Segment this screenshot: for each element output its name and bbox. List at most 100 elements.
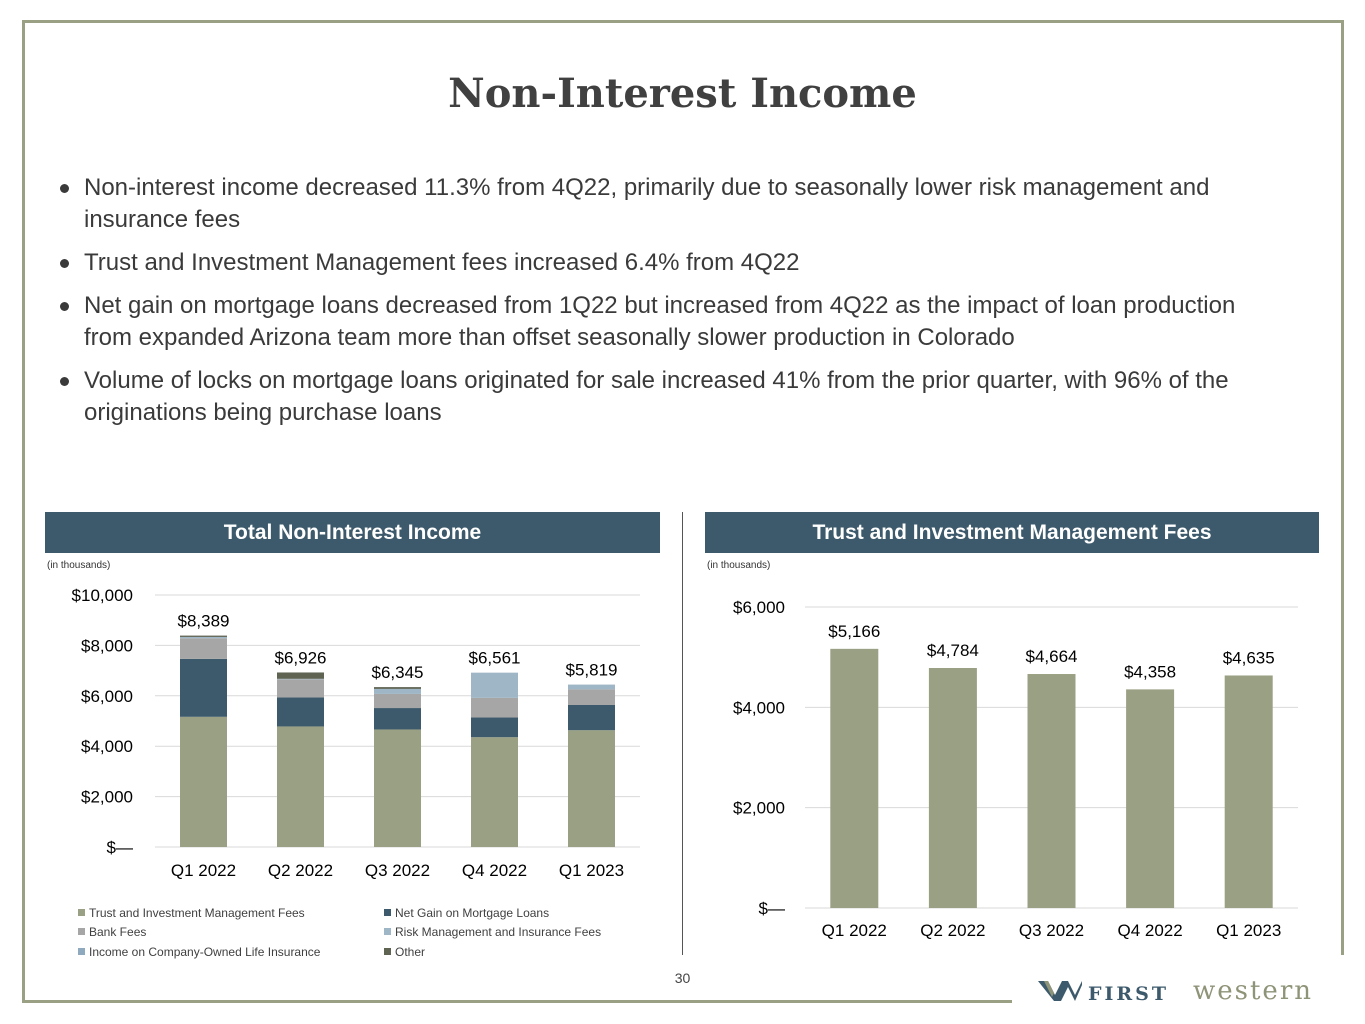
y-tick-label: $2,000 bbox=[81, 788, 133, 807]
bar-segment bbox=[568, 730, 615, 847]
x-tick-label: Q3 2022 bbox=[1019, 921, 1084, 940]
y-tick-label: $6,000 bbox=[81, 687, 133, 706]
y-tick-label: $6,000 bbox=[733, 598, 785, 617]
trust-fees-unit-note: (in thousands) bbox=[707, 560, 771, 571]
frame-top-border bbox=[22, 20, 1344, 23]
bar-segment bbox=[180, 716, 227, 847]
bar-segment bbox=[568, 689, 615, 705]
x-tick-label: Q3 2022 bbox=[365, 861, 430, 880]
x-tick-label: Q1 2022 bbox=[171, 861, 236, 880]
x-tick-label: Q2 2022 bbox=[268, 861, 333, 880]
frame-bottom-border bbox=[22, 1000, 1012, 1003]
bullet-item: Trust and Investment Management fees inc… bbox=[60, 247, 1270, 279]
y-tick-label: $4,000 bbox=[733, 698, 785, 717]
x-tick-label: Q4 2022 bbox=[1117, 921, 1182, 940]
bar-segment bbox=[374, 708, 421, 730]
logo-first-text: FIRST bbox=[1088, 983, 1170, 1005]
bar-segment bbox=[568, 684, 615, 690]
bullet-item: Net gain on mortgage loans decreased fro… bbox=[60, 290, 1270, 354]
bar-segment bbox=[374, 688, 421, 694]
legend-item-risk: Risk Management and Insurance Fees bbox=[384, 925, 601, 939]
y-tick-label: $8,000 bbox=[81, 636, 133, 655]
total-income-chart: $— $2,000 $4,000 $6,000 $8,000 $10,000 $8,389 Q… bbox=[72, 586, 640, 880]
data-label: $8,389 bbox=[178, 612, 230, 631]
bar-segment bbox=[471, 672, 518, 698]
total-income-chart-header: Total Non-Interest Income bbox=[45, 512, 660, 553]
data-label: $6,345 bbox=[372, 663, 424, 682]
data-label: $4,664 bbox=[1026, 647, 1078, 666]
page-title: Non-Interest Income bbox=[448, 70, 917, 117]
bar-segment bbox=[374, 729, 421, 847]
total-income-unit-note: (in thousands) bbox=[47, 560, 111, 571]
bullet-dot-icon bbox=[60, 259, 69, 268]
y-tick-label: $— bbox=[759, 899, 785, 918]
legend-item-coli: Income on Company-Owned Life Insurance bbox=[78, 945, 320, 959]
bar-segment bbox=[374, 693, 421, 709]
bar-segment bbox=[471, 717, 518, 738]
data-label: $4,784 bbox=[927, 641, 979, 660]
x-tick-label: Q4 2022 bbox=[462, 861, 527, 880]
legend-label: Income on Company-Owned Life Insurance bbox=[89, 945, 321, 959]
data-label: $4,635 bbox=[1223, 648, 1275, 667]
bullet-text: Net gain on mortgage loans decreased fro… bbox=[84, 292, 1236, 351]
x-tick-label: Q1 2022 bbox=[822, 921, 887, 940]
bar-segment bbox=[277, 726, 324, 847]
bar-segment bbox=[277, 678, 324, 680]
bullet-text: Volume of locks on mortgage loans origin… bbox=[84, 367, 1229, 426]
bar bbox=[1126, 689, 1175, 908]
legend-item-other: Other bbox=[384, 945, 425, 959]
legend-swatch bbox=[78, 928, 85, 935]
bar bbox=[928, 668, 977, 908]
bar-segment bbox=[277, 679, 324, 698]
data-label: $4,358 bbox=[1124, 662, 1176, 681]
legend-swatch bbox=[78, 948, 85, 955]
bullet-dot-icon bbox=[60, 302, 69, 311]
bullet-item: Non-interest income decreased 11.3% from… bbox=[60, 172, 1270, 236]
data-label: $5,819 bbox=[566, 661, 618, 680]
legend-item-mortgage: Net Gain on Mortgage Loans bbox=[384, 906, 549, 920]
bullet-item: Volume of locks on mortgage loans origin… bbox=[60, 365, 1270, 429]
bullet-text: Non-interest income decreased 11.3% from… bbox=[84, 174, 1210, 233]
bullet-text: Trust and Investment Management fees inc… bbox=[84, 249, 800, 276]
bar-segment bbox=[471, 737, 518, 847]
frame-left-border bbox=[22, 20, 25, 1003]
legend-swatch bbox=[384, 928, 391, 935]
bar bbox=[830, 648, 879, 908]
bar bbox=[1224, 675, 1273, 908]
bullet-list: Non-interest income decreased 11.3% from… bbox=[60, 172, 1270, 440]
logo-w-icon bbox=[1038, 981, 1082, 1001]
data-label: $6,561 bbox=[469, 649, 521, 668]
legend-swatch bbox=[384, 909, 391, 916]
legend-label: Bank Fees bbox=[89, 925, 147, 939]
bar-segment bbox=[277, 672, 324, 679]
legend-item-trust: Trust and Investment Management Fees bbox=[78, 906, 305, 920]
logo-western-text: western bbox=[1193, 976, 1313, 1006]
bar bbox=[1027, 674, 1076, 908]
bar-segment bbox=[471, 697, 518, 718]
legend-label: Risk Management and Insurance Fees bbox=[395, 925, 602, 939]
frame-right-border bbox=[1341, 20, 1344, 955]
y-tick-label: $4,000 bbox=[81, 737, 133, 756]
data-label: $6,926 bbox=[275, 648, 327, 667]
bullet-dot-icon bbox=[60, 377, 69, 386]
bar-segment bbox=[180, 638, 227, 659]
data-label: $5,166 bbox=[828, 622, 880, 641]
legend-item-bank-fees: Bank Fees bbox=[78, 925, 146, 939]
page-number: 30 bbox=[674, 970, 691, 986]
bar-segment bbox=[180, 635, 227, 637]
y-tick-label: $2,000 bbox=[733, 799, 785, 818]
bar-segment bbox=[180, 658, 227, 717]
trust-fees-chart: $— $2,000 $4,000 $6,000 $5,166 Q1 2022 $4,784 Q… bbox=[733, 598, 1298, 940]
bar-segment bbox=[568, 704, 615, 731]
x-tick-label: Q1 2023 bbox=[1216, 921, 1281, 940]
bullet-dot-icon bbox=[60, 184, 69, 193]
y-tick-label: $10,000 bbox=[72, 586, 133, 605]
y-tick-label: $— bbox=[107, 838, 133, 857]
bar-segment bbox=[180, 636, 227, 639]
bar-segment bbox=[277, 697, 324, 727]
x-tick-label: Q2 2022 bbox=[920, 921, 985, 940]
trust-fees-chart-header: Trust and Investment Management Fees bbox=[705, 512, 1319, 553]
legend-label: Other bbox=[395, 945, 426, 959]
panel-divider bbox=[682, 512, 683, 955]
legend-swatch bbox=[78, 909, 85, 916]
